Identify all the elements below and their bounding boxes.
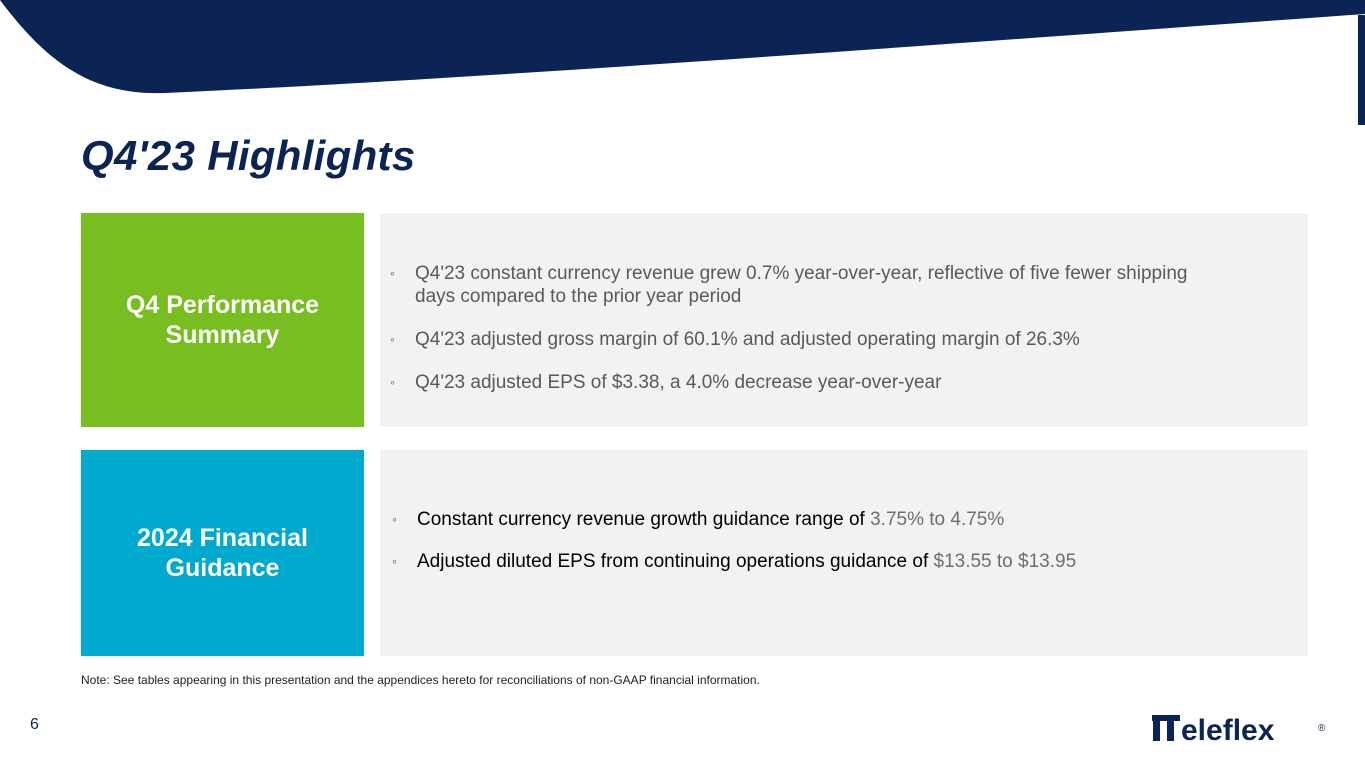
page-title: Q4'23 Highlights xyxy=(81,132,416,179)
guidance-value: 3.75% to 4.75% xyxy=(870,509,1005,530)
guidance-label-line1: 2024 Financial xyxy=(137,524,308,552)
guidance-value: $13.55 to $13.95 xyxy=(933,551,1077,572)
performance-bullet: ◦ Q4'23 constant currency revenue grew 0… xyxy=(390,263,1188,307)
header-banner xyxy=(0,0,1365,125)
guidance-bullet: ◦ Adjusted diluted EPS from continuing o… xyxy=(392,551,1077,572)
performance-label-line1: Q4 Performance xyxy=(125,291,320,319)
performance-bullet: ◦ Q4'23 adjusted EPS of $3.38, a 4.0% de… xyxy=(390,372,942,393)
bullet-icon: ◦ xyxy=(392,511,397,527)
financial-guidance-label: 2024 Financial Guidance xyxy=(81,450,364,656)
teleflex-logo: eleflex ® xyxy=(1152,714,1326,745)
registered-mark: ® xyxy=(1318,723,1326,734)
financial-guidance-panel: ◦ Constant currency revenue growth guida… xyxy=(380,450,1308,656)
performance-bullet: ◦ Q4'23 adjusted gross margin of 60.1% a… xyxy=(390,329,1080,350)
logo-wordmark: eleflex xyxy=(1181,714,1275,745)
guidance-bullet: ◦ Constant currency revenue growth guida… xyxy=(392,509,1005,530)
performance-label-line2: Summary xyxy=(165,321,280,349)
bullet-icon: ◦ xyxy=(390,374,395,390)
performance-summary-label: Q4 Performance Summary xyxy=(81,213,364,427)
performance-summary-panel: ◦ Q4'23 constant currency revenue grew 0… xyxy=(380,213,1308,427)
footnote: Note: See tables appearing in this prese… xyxy=(81,673,760,687)
bullet-icon: ◦ xyxy=(390,331,395,347)
bullet-icon: ◦ xyxy=(392,553,397,569)
bullet-icon: ◦ xyxy=(390,265,395,281)
page-number: 6 xyxy=(30,716,39,733)
guidance-label-line2: Guidance xyxy=(165,554,280,582)
